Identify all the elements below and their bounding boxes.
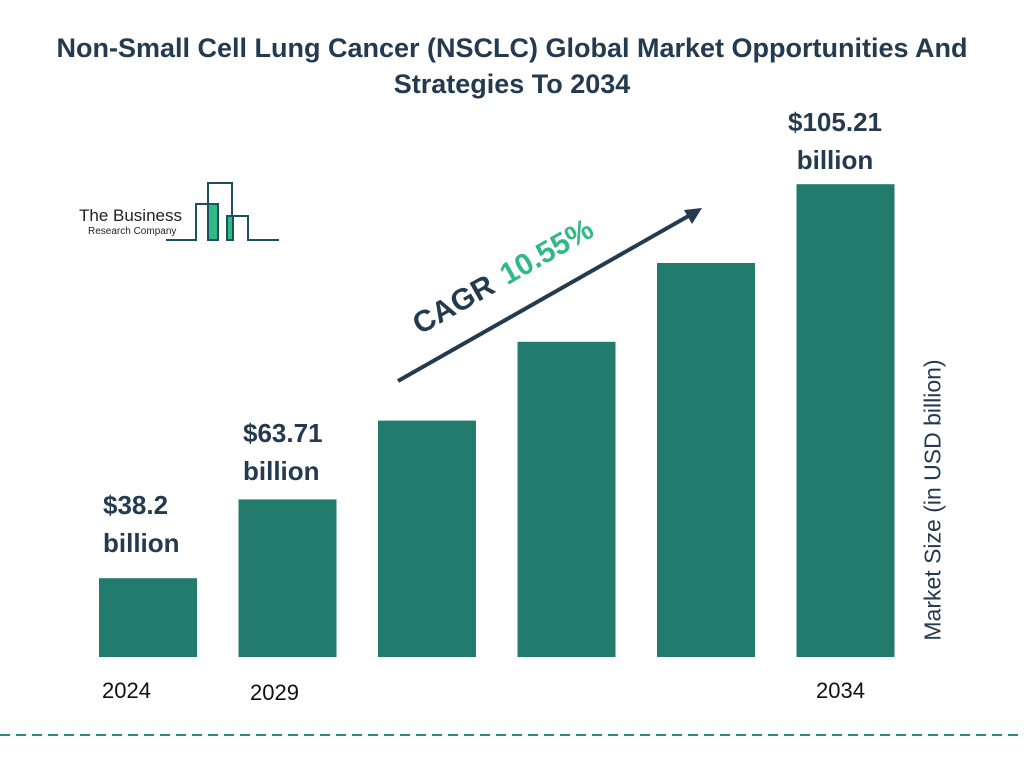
bar-unlabeled-4 (657, 263, 755, 657)
bar-unlabeled-2 (378, 420, 476, 657)
data-label-2029: $63.71 billion (243, 418, 323, 486)
data-label-2024: $38.2 billion (103, 490, 180, 558)
logo-icon (166, 182, 279, 241)
bar-2024 (99, 578, 197, 657)
cagr-arrow (397, 212, 693, 383)
x-tick-2024: 2024 (102, 678, 151, 703)
cagr-arrow-head (684, 208, 702, 224)
data-label-2034: $105.21 billion (788, 107, 882, 175)
bar-2034 (796, 184, 895, 657)
logo-subtext: Research Company (88, 226, 177, 237)
x-tick-2029: 2029 (250, 680, 299, 705)
logo-text: The Business (79, 206, 182, 225)
chart-title: Non-Small Cell Lung Cancer (NSCLC) Globa… (56, 33, 968, 99)
y-axis-label: Market Size (in USD billion) (919, 359, 946, 641)
x-tick-2034: 2034 (816, 678, 865, 703)
bar-2029 (238, 499, 337, 657)
bar-unlabeled-3 (517, 341, 616, 657)
cagr-value: 10.55% (494, 213, 599, 292)
